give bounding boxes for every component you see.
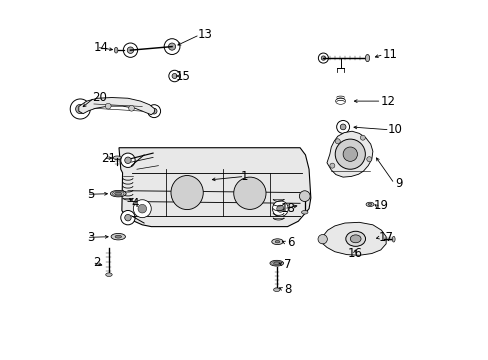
Circle shape	[335, 139, 365, 169]
Circle shape	[318, 53, 328, 63]
Ellipse shape	[301, 211, 307, 214]
Ellipse shape	[391, 236, 394, 242]
Text: 5: 5	[87, 188, 95, 201]
Text: 10: 10	[387, 123, 402, 136]
Circle shape	[168, 70, 180, 82]
Ellipse shape	[114, 47, 118, 53]
Circle shape	[147, 105, 160, 118]
Text: 13: 13	[197, 28, 212, 41]
Ellipse shape	[171, 176, 203, 210]
Circle shape	[317, 234, 326, 244]
Ellipse shape	[115, 235, 121, 238]
Polygon shape	[79, 98, 155, 115]
Ellipse shape	[365, 54, 369, 62]
Text: 2: 2	[93, 256, 101, 269]
Circle shape	[272, 201, 287, 217]
Circle shape	[329, 163, 334, 168]
Circle shape	[121, 211, 135, 225]
Polygon shape	[320, 222, 386, 255]
Circle shape	[276, 205, 284, 212]
Circle shape	[151, 108, 157, 114]
Ellipse shape	[273, 288, 280, 292]
Circle shape	[340, 124, 346, 130]
Text: 11: 11	[382, 48, 396, 61]
Circle shape	[164, 39, 180, 54]
Circle shape	[172, 73, 177, 78]
Circle shape	[336, 121, 349, 134]
Ellipse shape	[275, 240, 279, 243]
Ellipse shape	[271, 239, 283, 244]
Ellipse shape	[233, 177, 265, 210]
Circle shape	[366, 157, 371, 162]
Text: 1: 1	[240, 170, 248, 183]
Text: 12: 12	[380, 95, 395, 108]
Circle shape	[124, 157, 131, 163]
Circle shape	[76, 104, 85, 114]
Circle shape	[123, 43, 137, 57]
Circle shape	[127, 47, 133, 53]
Ellipse shape	[366, 202, 373, 207]
Text: 17: 17	[378, 231, 393, 244]
Ellipse shape	[349, 235, 360, 243]
Polygon shape	[326, 131, 372, 177]
Circle shape	[321, 56, 325, 60]
Text: 9: 9	[394, 177, 402, 190]
Ellipse shape	[273, 262, 280, 265]
Ellipse shape	[111, 233, 125, 240]
Circle shape	[70, 99, 90, 119]
Circle shape	[168, 43, 175, 50]
Circle shape	[133, 200, 151, 218]
Text: 18: 18	[280, 202, 295, 215]
Circle shape	[335, 139, 340, 144]
Circle shape	[299, 191, 309, 202]
Text: 6: 6	[287, 236, 294, 249]
Ellipse shape	[345, 231, 365, 246]
Polygon shape	[119, 148, 310, 226]
Ellipse shape	[105, 273, 112, 276]
Circle shape	[121, 153, 135, 167]
Text: 19: 19	[372, 199, 387, 212]
Text: 3: 3	[87, 231, 95, 244]
Text: 8: 8	[283, 283, 291, 296]
Circle shape	[128, 105, 134, 111]
Ellipse shape	[367, 203, 371, 206]
Circle shape	[124, 215, 131, 221]
Text: 15: 15	[176, 69, 191, 82]
Text: 4: 4	[131, 197, 139, 210]
Text: 7: 7	[283, 258, 291, 271]
Text: 20: 20	[92, 91, 106, 104]
Ellipse shape	[110, 190, 126, 197]
Ellipse shape	[113, 156, 121, 159]
Ellipse shape	[115, 192, 122, 195]
Text: 16: 16	[347, 247, 363, 260]
Circle shape	[105, 103, 111, 109]
Text: 21: 21	[101, 152, 116, 165]
Circle shape	[360, 135, 365, 140]
Text: 14: 14	[93, 41, 108, 54]
Ellipse shape	[269, 260, 283, 266]
Circle shape	[343, 147, 357, 161]
Circle shape	[138, 204, 146, 213]
